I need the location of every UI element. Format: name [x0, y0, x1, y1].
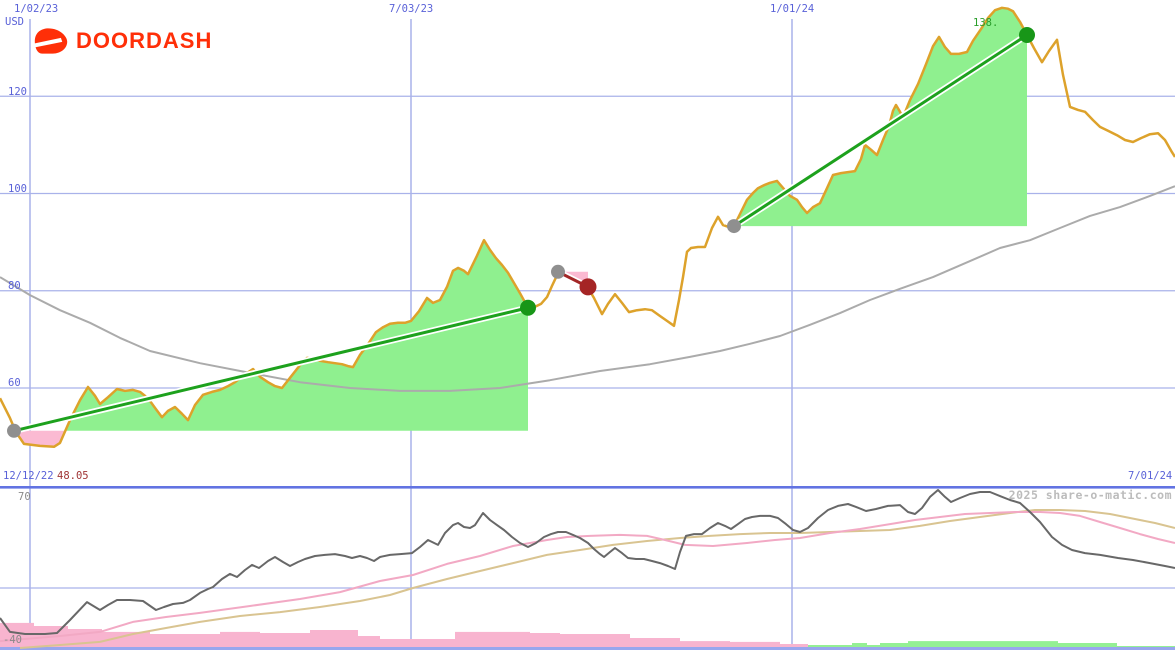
histogram-bar-pink: [220, 631, 260, 647]
oscillator-fast-line: [0, 489, 1175, 635]
uptrend-late-line: [733, 33, 1028, 228]
histogram-bar-pink: [560, 634, 630, 647]
downtrend-mid-start-dot: [551, 264, 565, 279]
y-tick-label-100: 100: [8, 183, 27, 195]
doordash-wing-icon: [33, 28, 68, 54]
histogram-bar-pink: [780, 644, 808, 647]
doordash-logo: DOORDASH: [33, 25, 212, 57]
histogram-bar-pink: [730, 641, 780, 647]
bottom-strip: [0, 647, 1175, 650]
downtrend-mid-end-dot: [579, 278, 597, 296]
histogram-bar-pink: [455, 631, 530, 647]
currency-label: USD: [5, 16, 24, 28]
histogram-bar-green: [880, 643, 908, 647]
x-tick-label-3: 1/01/24: [770, 3, 815, 15]
histogram-bar-green: [852, 643, 867, 647]
uptrend-late-start-dot: [727, 219, 741, 234]
signal-pink-line: [0, 511, 1175, 643]
histogram-bar-pink: [102, 631, 150, 647]
brand-wordmark: DOORDASH: [76, 28, 213, 53]
histogram-bar-pink: [260, 633, 310, 647]
histogram-bar-pink: [380, 639, 455, 647]
histogram-bar-pink: [150, 634, 220, 647]
y-tick-label-120: 120: [8, 86, 27, 98]
histogram-bar-green: [908, 641, 1058, 647]
histogram-bar-green: [1117, 646, 1175, 647]
panel-divider: [0, 486, 1175, 489]
x-tick-label-1: 1/02/23: [14, 3, 59, 15]
y-tick-label-60: 60: [8, 377, 21, 389]
trend-start-date-label: 12/12/22: [3, 470, 54, 482]
trend-peak-value-label: 138.: [973, 17, 999, 29]
moving-average-line: [0, 185, 1175, 392]
histogram-bar-green: [808, 645, 852, 647]
trend-start-price-label: 48.05: [57, 470, 89, 482]
histogram-bar-green: [867, 645, 880, 647]
signal-tan-line: [19, 509, 1175, 649]
uptrend-late-gain-fill: [734, 7, 1027, 227]
y-tick-label-80: 80: [8, 280, 21, 292]
watermark: 2025 share-o-matic.com: [1008, 488, 1172, 502]
histogram-bar-pink: [530, 633, 560, 647]
histogram-bar-pink: [310, 630, 358, 647]
uptrend-early-loss-fill: [15, 430, 66, 447]
uptrend-early-end-dot: [520, 299, 536, 316]
uptrend-early-line: [13, 306, 529, 433]
uptrend-late-end-dot: [1019, 26, 1035, 43]
histogram-bar-pink: [630, 638, 680, 647]
uptrend-early-gain-fill: [65, 240, 528, 431]
x-tick-label-end: 7/01/24: [1128, 470, 1173, 482]
lower-panel-min-label: -40: [3, 634, 22, 646]
uptrend-early-start-dot: [7, 423, 21, 438]
price-line: [0, 6, 1175, 449]
histogram-bar-pink: [358, 636, 380, 647]
lower-panel-max-label: 70: [18, 491, 31, 503]
x-tick-label-2: 7/03/23: [389, 3, 434, 15]
histogram-bar-green: [1058, 643, 1117, 647]
histogram-bar-pink: [680, 641, 730, 647]
